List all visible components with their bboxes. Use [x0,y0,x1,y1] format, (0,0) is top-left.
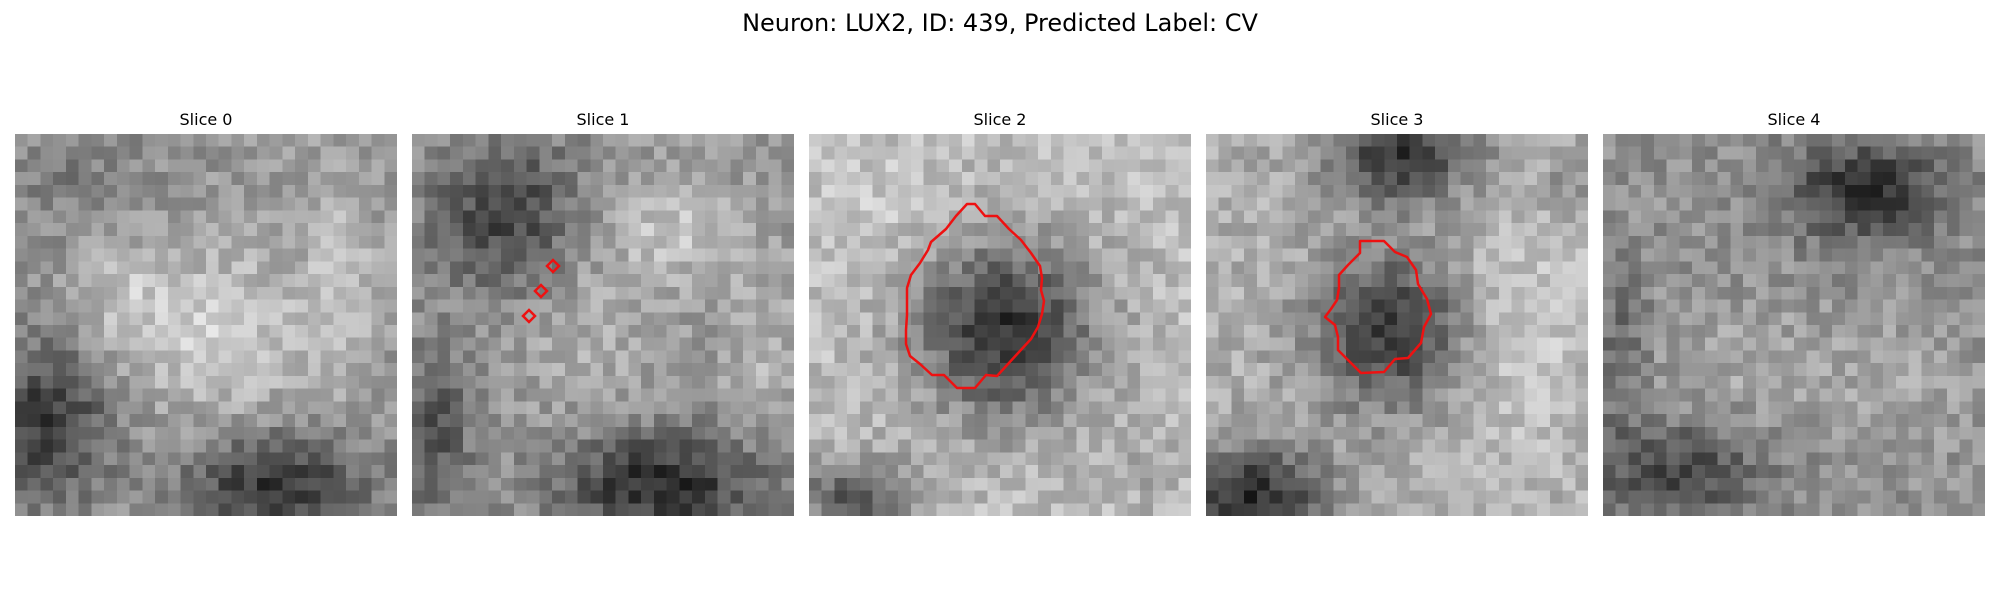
slice-3-title: Slice 3 [1370,110,1424,129]
slice-2-image [809,134,1191,516]
slice-3-image [1206,134,1588,516]
marker-1 [545,258,561,274]
cell-outline [904,202,1046,390]
marker-2 [533,283,549,299]
slice-1-markers [521,258,561,324]
marker-3 [521,308,537,324]
cell-outline [1323,239,1433,375]
slice-2-panel [809,134,1191,516]
slice-0-image [15,134,397,516]
slice-1-panel [412,134,794,516]
slice-2-outline [904,202,1046,390]
slice-1-title: Slice 1 [576,110,630,129]
slice-2-title: Slice 2 [973,110,1027,129]
slice-3-panel [1206,134,1588,516]
slice-3-outline [1323,239,1433,375]
slice-4-title: Slice 4 [1767,110,1821,129]
figure-title: Neuron: LUX2, ID: 439, Predicted Label: … [742,9,1258,37]
slice-1-image [412,134,794,516]
slice-0-panel [15,134,397,516]
slice-0-title: Slice 0 [179,110,233,129]
slice-4-image [1603,134,1985,516]
slice-4-panel [1603,134,1985,516]
